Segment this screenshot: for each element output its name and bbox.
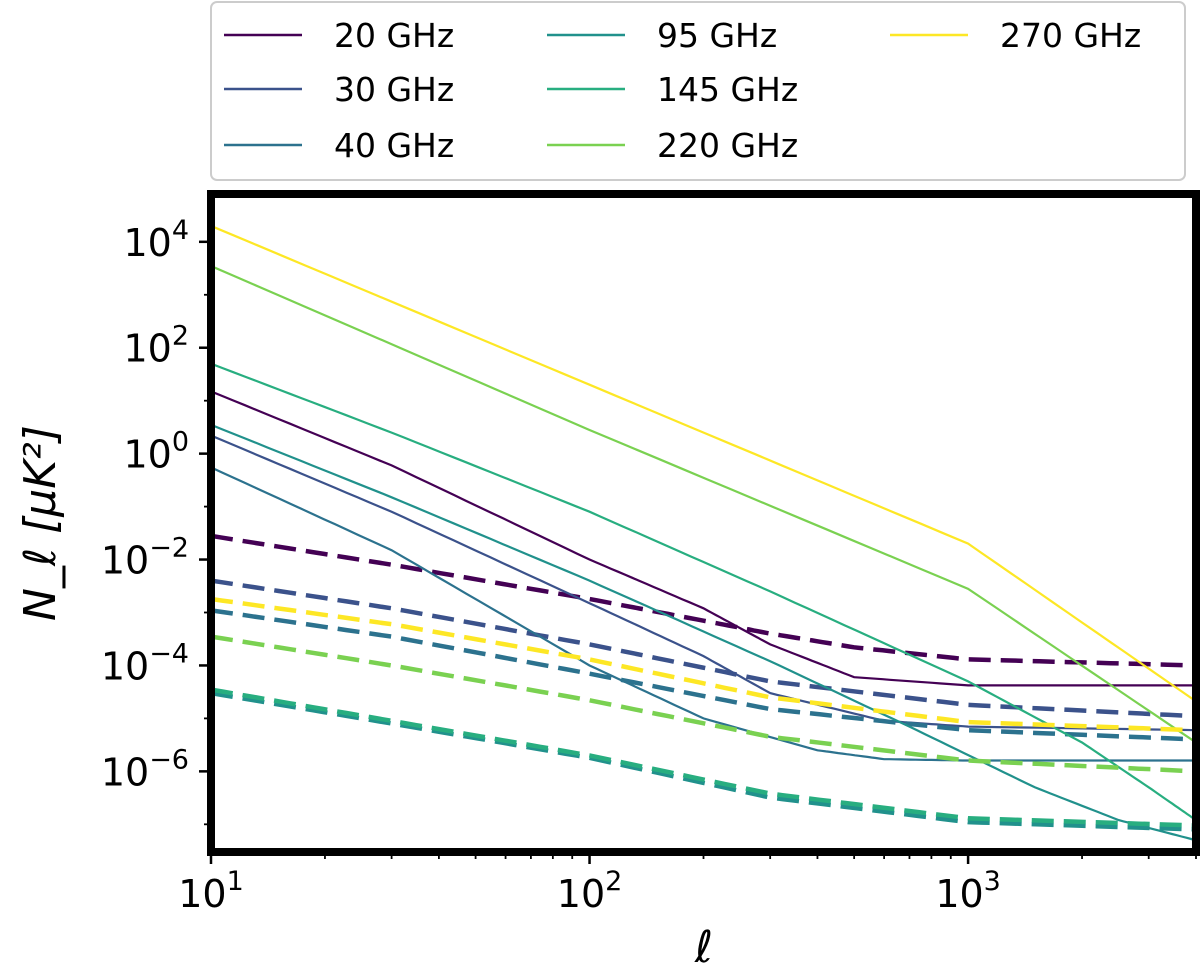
series-line-30-ghz-dashed — [211, 578, 1196, 719]
plot-frame — [207, 190, 1200, 856]
y-tick-label: 10−4 — [101, 638, 189, 688]
legend-item-40-ghz: 40 GHz — [224, 126, 454, 165]
legend-label: 30 GHz — [334, 70, 454, 109]
x-axis-label: ℓ — [694, 922, 713, 970]
series-line-20-ghz-dashed — [211, 533, 1196, 668]
y-tick-label: 102 — [123, 321, 189, 371]
series-line-20-ghz-solid — [211, 390, 1196, 687]
legend-label: 95 GHz — [657, 16, 777, 55]
x-tick-label: 101 — [178, 866, 244, 916]
series-line-40-ghz-dashed — [211, 608, 1196, 742]
legend-label: 20 GHz — [334, 16, 454, 55]
x-tick-label: 103 — [935, 866, 1001, 916]
series-line-270-ghz-dashed — [211, 596, 1196, 733]
legend-item-270-ghz: 270 GHz — [890, 16, 1141, 55]
legend-item-30-ghz: 30 GHz — [224, 70, 454, 109]
series-line-220-ghz-solid — [211, 264, 1196, 744]
legend-label: 220 GHz — [657, 126, 798, 165]
legend-box — [210, 1, 1186, 181]
legend-item-220-ghz: 220 GHz — [547, 126, 798, 165]
legend-label: 145 GHz — [657, 70, 798, 109]
series-line-30-ghz-solid — [211, 434, 1196, 732]
legend-item-20-ghz: 20 GHz — [224, 16, 454, 55]
series-line-145-ghz-dashed — [211, 687, 1196, 828]
series-line-220-ghz-dashed — [211, 634, 1196, 774]
x-tick-label: 102 — [557, 866, 623, 916]
y-tick-label: 104 — [123, 215, 189, 265]
legend-label: 40 GHz — [334, 126, 454, 165]
legend-item-95-ghz: 95 GHz — [547, 16, 777, 55]
y-tick-label: 10−6 — [101, 744, 189, 794]
series-line-270-ghz-solid — [211, 224, 1196, 703]
series-line-95-ghz-dashed — [211, 690, 1196, 832]
series-line-145-ghz-solid — [211, 362, 1196, 822]
legend-label: 270 GHz — [1000, 16, 1141, 55]
y-tick-label: 10−2 — [101, 533, 189, 583]
y-tick-label: 100 — [123, 427, 189, 477]
y-axis-label: N_ℓ [μK²] — [15, 425, 66, 621]
series-line-95-ghz-solid — [211, 423, 1196, 842]
series-layer — [211, 224, 1196, 842]
tick-layer: 101 102 103 104 102 100 10−2 10−4 10−6 — [101, 215, 1197, 916]
legend: 20 GHz 30 GHz 40 GHz 95 GHz 145 GHz 220 GHz 27… — [210, 1, 1186, 181]
legend-item-145-ghz: 145 GHz — [547, 70, 798, 109]
